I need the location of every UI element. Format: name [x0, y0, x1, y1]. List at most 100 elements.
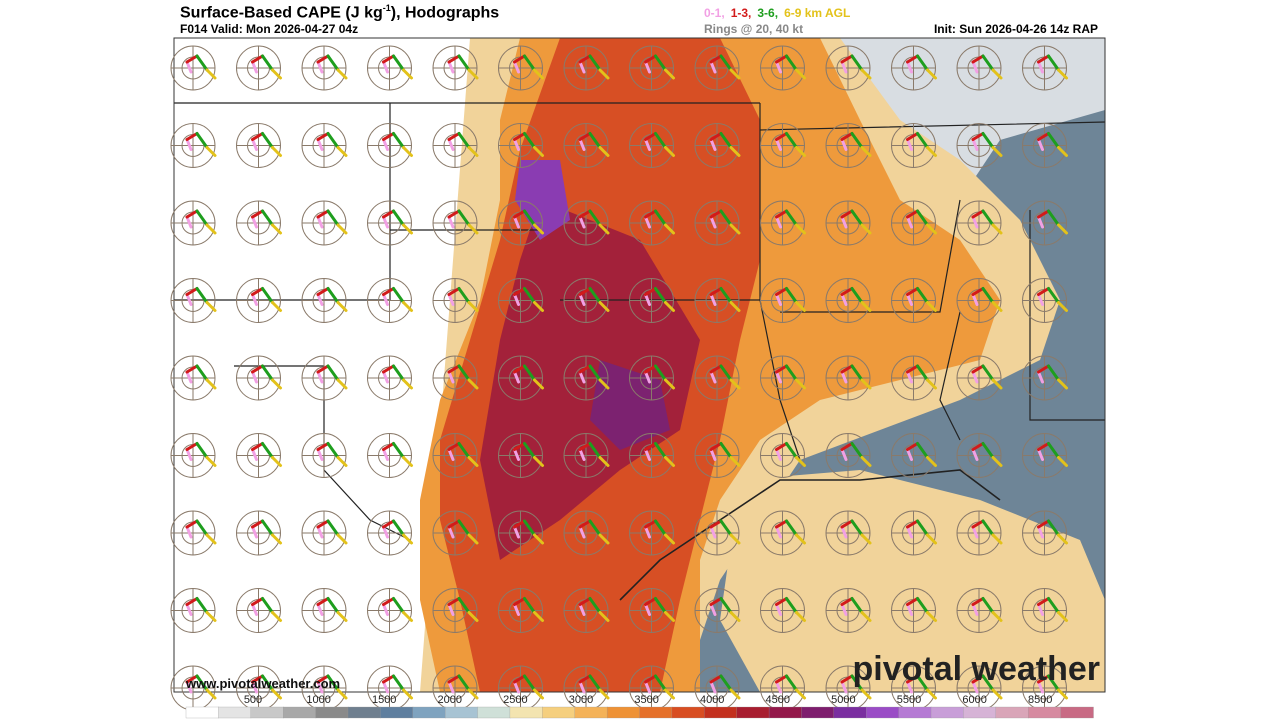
hodo-segment — [392, 287, 405, 304]
hodo-segment — [709, 364, 723, 374]
hodo-segment — [402, 456, 413, 467]
hodograph — [825, 355, 872, 401]
hodo-segment — [513, 293, 520, 306]
hodo-segment — [316, 519, 330, 529]
hodo-segment — [860, 301, 872, 312]
hodo-segment — [1057, 688, 1068, 700]
hodo-segment — [654, 287, 667, 304]
hodo-segment — [1037, 132, 1050, 141]
hodograph — [367, 278, 413, 323]
hodo-segment — [850, 54, 864, 72]
hodo-segment — [588, 519, 602, 537]
hodo-segment — [336, 68, 348, 80]
hodo-segment — [578, 597, 592, 606]
hodo-segment — [382, 603, 389, 616]
hodo-segment — [981, 597, 995, 614]
hodo-segment — [664, 688, 675, 700]
hodo-segment — [578, 448, 586, 461]
hodo-segment — [775, 60, 782, 74]
hodo-segment — [1037, 287, 1050, 296]
hodo-segment — [402, 68, 413, 80]
hodograph — [367, 433, 413, 478]
hodograph — [694, 278, 741, 323]
hodo-segment — [251, 293, 258, 306]
map — [174, 38, 1105, 692]
hodo-segment — [1047, 597, 1060, 614]
hodo-segment — [795, 68, 806, 80]
hodo-segment — [916, 364, 929, 382]
hodograph — [1022, 278, 1068, 323]
hodo-segment — [447, 209, 461, 219]
hodo-segment — [785, 674, 798, 692]
hodo-segment — [578, 215, 586, 229]
hodo-segment — [336, 301, 348, 312]
valid-time: F014 Valid: Mon 2026-04-27 04z — [180, 22, 359, 36]
hodo-segment — [185, 209, 199, 219]
hodo-segment — [971, 132, 985, 141]
hodo-segment — [1057, 146, 1068, 157]
hodo-segment — [860, 68, 872, 80]
hodo-segment — [382, 597, 395, 606]
hodograph — [629, 433, 675, 478]
hodo-segment — [316, 603, 324, 616]
hodo-segment — [392, 519, 405, 537]
hodograph — [629, 278, 675, 323]
hodo-segment — [795, 146, 806, 157]
hodo-segment — [1037, 674, 1050, 684]
colorbar-swatch — [250, 706, 284, 719]
hodograph — [367, 665, 413, 711]
hodo-segment — [533, 611, 544, 622]
hodo-segment — [271, 301, 282, 312]
hodo-segment — [840, 54, 854, 64]
hodo-segment — [195, 597, 209, 614]
hodo-segment — [402, 688, 413, 700]
hodo-segment — [251, 370, 258, 384]
hodo-segment — [447, 674, 461, 684]
colorbar-label: 3000 — [569, 694, 593, 706]
hodo-segment — [588, 132, 602, 149]
hodograph — [760, 123, 806, 168]
hodo-segment — [644, 525, 651, 539]
hodo-segment — [906, 674, 919, 684]
hodo-segment — [785, 364, 798, 382]
hodo-segment — [795, 378, 806, 390]
hodo-segment — [447, 132, 461, 141]
hodo-segment — [719, 209, 733, 227]
hodograph — [563, 45, 610, 91]
hodograph — [432, 123, 479, 168]
hodograph — [432, 200, 479, 246]
hodo-segment — [251, 448, 258, 461]
hodograph — [956, 355, 1003, 401]
hodo-segment — [598, 378, 610, 390]
hodo-segment — [775, 448, 782, 461]
colorbar-label: 2500 — [503, 694, 527, 706]
hodo-segment — [709, 519, 723, 529]
hodo-segment — [719, 364, 733, 382]
hodo-segment — [316, 370, 324, 384]
hodo-segment — [840, 442, 854, 451]
hodo-segment — [316, 525, 324, 539]
hodo-segment — [457, 364, 471, 382]
colorbar-swatch — [218, 706, 252, 719]
hodo-segment — [926, 533, 937, 545]
hodo-segment — [644, 442, 657, 451]
hodo-segment — [467, 223, 479, 235]
hodo-segment — [785, 442, 798, 459]
hodo-segment — [644, 597, 657, 606]
layer-item: 3-6, — [757, 6, 779, 20]
hodo-segment — [523, 132, 536, 149]
hodo-segment — [644, 60, 651, 74]
hodo-segment — [513, 54, 526, 64]
hodo-segment — [906, 54, 919, 64]
hodo-segment — [926, 611, 937, 622]
hodo-segment — [598, 533, 610, 545]
hodo-segment — [402, 611, 413, 622]
hodo-segment — [513, 448, 520, 461]
hodo-segment — [251, 132, 264, 141]
hodo-segment — [588, 54, 602, 72]
hodo-segment — [578, 364, 592, 374]
hodo-segment — [316, 54, 330, 64]
hodograph — [367, 200, 413, 246]
hodograph — [432, 510, 479, 556]
colorbar-swatch — [542, 706, 576, 719]
